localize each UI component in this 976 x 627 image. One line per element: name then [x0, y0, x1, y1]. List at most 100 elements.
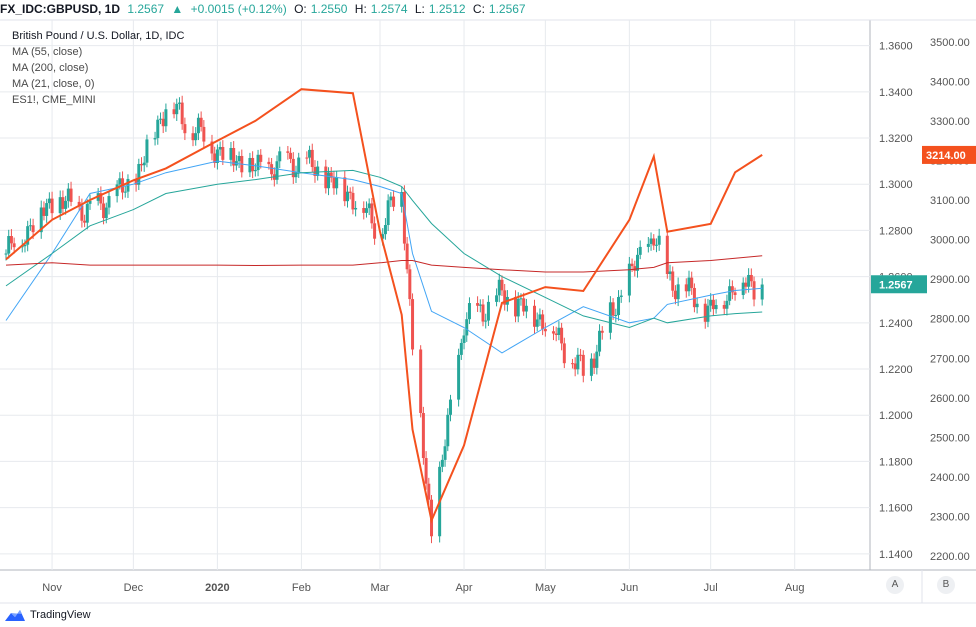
candle-body	[289, 152, 293, 159]
candle-body	[560, 327, 564, 344]
candle-body	[348, 191, 352, 193]
candle-body	[343, 177, 347, 202]
candle-body	[66, 188, 70, 201]
low-label: L:	[414, 2, 425, 16]
price-tick-label: 1.1400	[879, 549, 913, 561]
candle-body	[270, 164, 274, 175]
price-tick-label: 1.3600	[879, 41, 913, 53]
candle-body	[638, 246, 642, 255]
candle-body	[411, 299, 415, 350]
candle-body	[522, 298, 526, 312]
candle-body	[706, 305, 710, 322]
candle-body	[153, 138, 157, 140]
candle-body	[581, 354, 585, 376]
candle-body	[711, 299, 715, 310]
es-tick-label: 2700.00	[930, 353, 970, 365]
candle-body	[576, 354, 580, 370]
candle-body	[253, 170, 257, 172]
close-value: 1.2567	[488, 2, 526, 16]
candle-body	[443, 446, 447, 460]
legend-ma200[interactable]: MA (200, close)	[12, 62, 89, 74]
candle-body	[218, 146, 222, 150]
candle-body	[297, 157, 301, 173]
candle-body	[39, 207, 43, 233]
candle-body	[611, 302, 615, 316]
legend-ma21[interactable]: MA (21, close, 0)	[12, 78, 95, 90]
candle-body	[646, 243, 650, 247]
tradingview-logo-icon	[5, 610, 25, 621]
ma55-line	[5, 160, 763, 354]
legend-main-series[interactable]: British Pound / U.S. Dollar, 1D, IDC	[12, 30, 185, 42]
candle-body	[335, 177, 339, 189]
candle-body	[172, 109, 176, 115]
candle-body	[446, 414, 450, 447]
candle-body	[42, 207, 46, 216]
candle-body	[573, 363, 577, 370]
candle-body	[503, 290, 507, 305]
candle-body	[77, 201, 81, 206]
candle-body	[351, 192, 355, 210]
axis-auto-button[interactable]: A	[886, 576, 904, 594]
time-tick-label: Jul	[704, 582, 718, 594]
candle-body	[367, 203, 371, 209]
candle-body	[345, 191, 349, 202]
candle-body	[9, 236, 13, 244]
candle-body	[543, 328, 547, 332]
candle-body	[589, 358, 593, 376]
candle-body	[123, 191, 127, 193]
candle-body	[476, 303, 480, 306]
candle-body	[392, 196, 396, 207]
candle-body	[495, 295, 499, 302]
candle-body	[259, 154, 263, 162]
axis-b-button[interactable]: B	[937, 576, 955, 594]
candle-body	[457, 354, 461, 400]
legend-ma55[interactable]: MA (55, close)	[12, 46, 83, 58]
es-last-price-label: 3214.00	[926, 150, 966, 162]
candle-body	[608, 302, 612, 333]
candle-body	[229, 147, 233, 160]
candle-body	[687, 277, 691, 292]
candle-body	[237, 155, 241, 162]
candle-body	[58, 197, 62, 214]
candle-body	[747, 274, 751, 287]
candle-body	[405, 243, 409, 270]
time-tick-label: Aug	[785, 582, 805, 594]
candle-body	[709, 299, 713, 306]
open-value: 1.2550	[310, 2, 348, 16]
time-tick-label: Nov	[42, 582, 62, 594]
candle-body	[541, 314, 545, 329]
candle-body	[175, 103, 179, 115]
price-tick-label: 1.3000	[879, 179, 913, 191]
price-tick-label: 1.3200	[879, 133, 913, 145]
open-label: O:	[294, 2, 307, 16]
last-price: 1.2567	[127, 2, 165, 16]
es-line	[5, 88, 763, 524]
candle-body	[665, 235, 669, 274]
brand-name[interactable]: TradingView	[30, 609, 91, 621]
candle-body	[107, 196, 111, 208]
candle-body	[64, 200, 68, 209]
gbpusd-last-price-marker	[871, 275, 927, 294]
symbol-label[interactable]: FX_IDC:GBPUSD, 1D	[0, 2, 121, 16]
candle-body	[657, 235, 661, 245]
candle-body	[294, 172, 298, 178]
candle-body	[524, 305, 528, 312]
candle-body	[156, 119, 160, 139]
candle-body	[145, 139, 149, 163]
es-tick-label: 3300.00	[930, 116, 970, 128]
candle-body	[140, 163, 144, 166]
ma21-line	[5, 255, 763, 273]
candle-body	[332, 177, 336, 189]
candle-body	[215, 149, 219, 163]
candle-body	[570, 363, 574, 365]
candle-body	[579, 354, 583, 356]
legend-es[interactable]: ES1!, CME_MINI	[12, 94, 96, 106]
candle-body	[600, 330, 604, 333]
candle-body	[592, 358, 596, 368]
candle-body	[714, 304, 718, 310]
es-tick-label: 2400.00	[930, 472, 970, 484]
candle-body	[448, 399, 452, 415]
candle-body	[373, 223, 377, 239]
candle-body	[749, 274, 753, 282]
